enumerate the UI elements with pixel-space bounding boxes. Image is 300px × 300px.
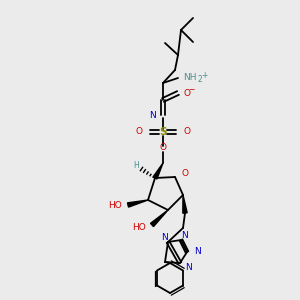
Text: HO: HO (108, 202, 122, 211)
Polygon shape (183, 195, 187, 213)
Text: N: N (160, 232, 167, 242)
Text: N: N (182, 230, 188, 239)
Text: NH: NH (183, 73, 196, 82)
Text: O: O (135, 128, 142, 136)
Text: N: N (149, 112, 156, 121)
Text: N: N (185, 262, 192, 272)
Text: H: H (133, 161, 139, 170)
Text: 2: 2 (197, 76, 202, 85)
Text: N: N (194, 248, 201, 256)
Text: O: O (181, 169, 188, 178)
Polygon shape (128, 200, 148, 207)
Text: HO: HO (132, 224, 146, 232)
Text: O: O (184, 128, 191, 136)
Polygon shape (153, 163, 163, 179)
Text: O: O (160, 143, 167, 152)
Text: S: S (159, 127, 167, 137)
Polygon shape (151, 210, 168, 226)
Text: +: + (201, 70, 207, 80)
Text: −: − (188, 85, 194, 94)
Text: O: O (184, 88, 191, 98)
